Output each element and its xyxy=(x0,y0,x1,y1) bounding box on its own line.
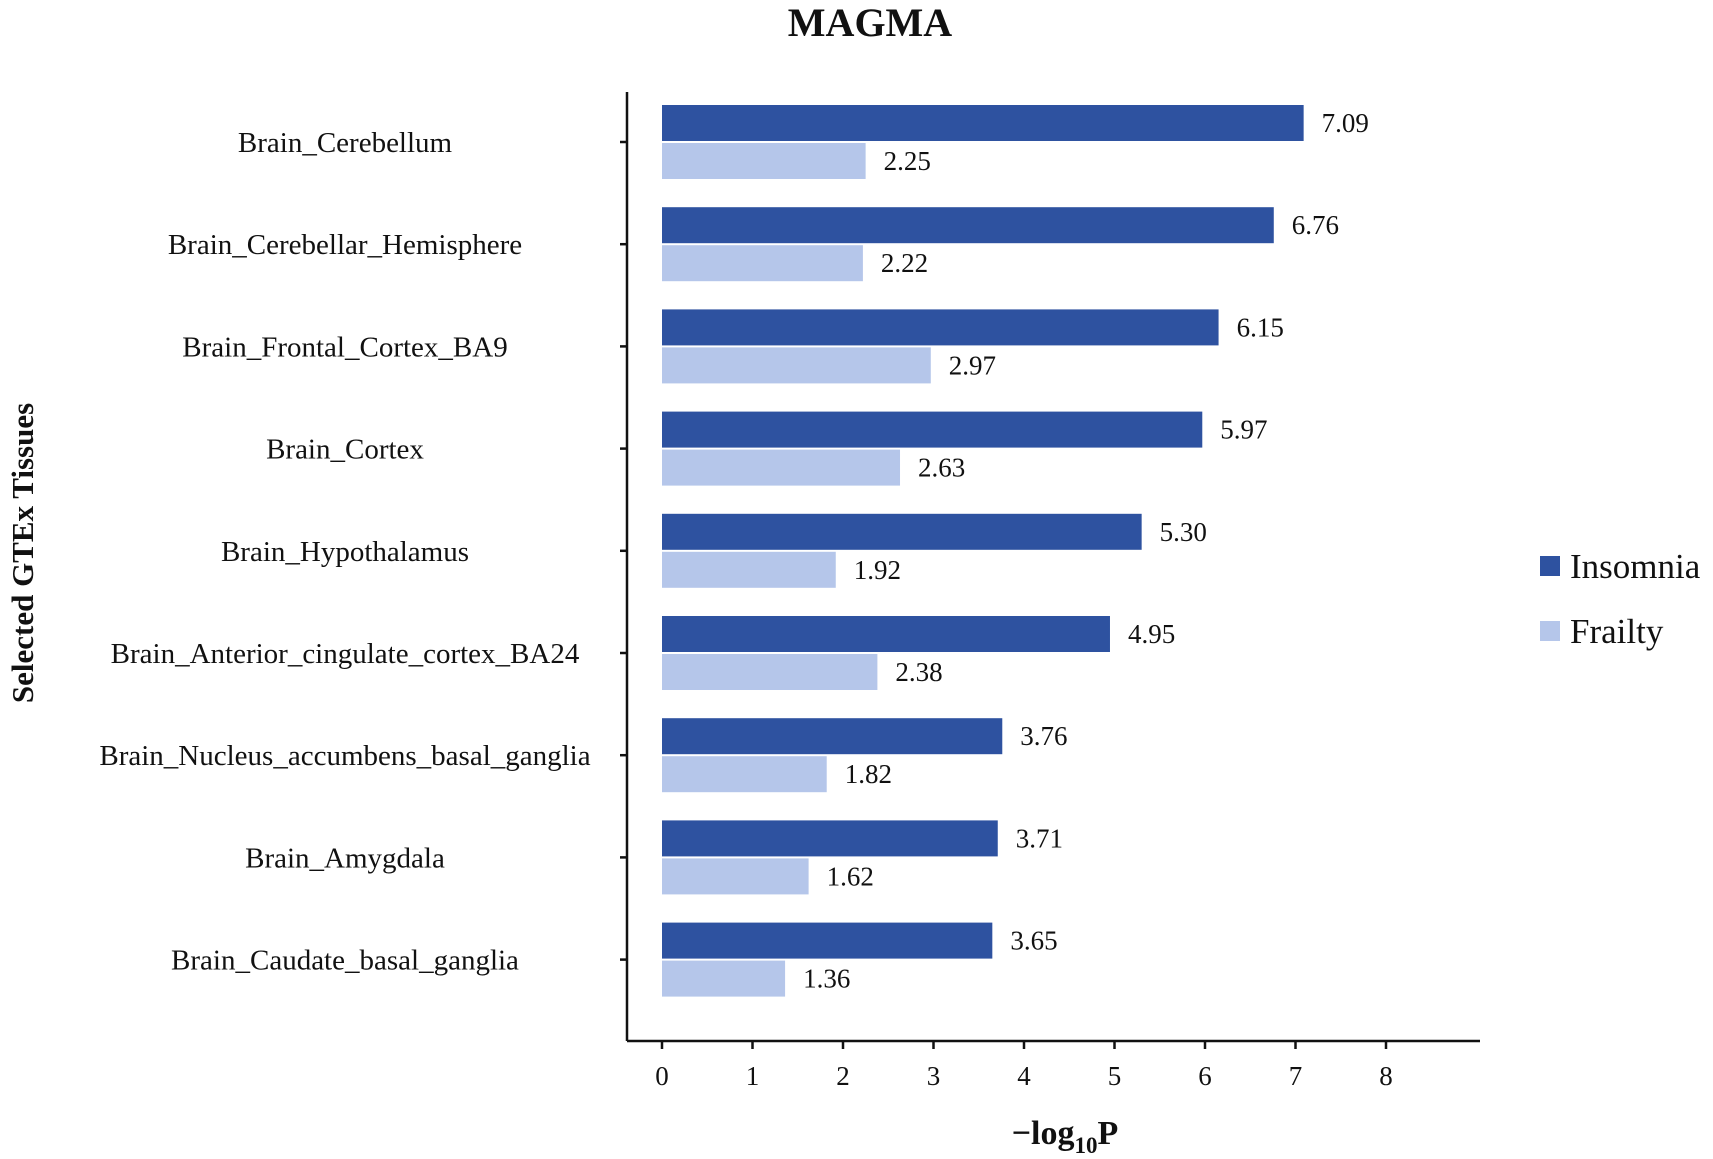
data-label-frailty: 2.63 xyxy=(918,453,965,483)
x-tick-label: 4 xyxy=(1017,1061,1031,1091)
data-label-insomnia: 4.95 xyxy=(1128,619,1175,649)
bar-frailty xyxy=(662,551,836,588)
y-tick-label: Brain_Frontal_Cortex_BA9 xyxy=(182,331,507,363)
x-tick-label: 3 xyxy=(927,1061,941,1091)
y-tick-label: Brain_Caudate_basal_ganglia xyxy=(171,945,519,977)
data-label-frailty: 2.97 xyxy=(949,350,996,380)
bar-frailty xyxy=(662,960,786,997)
bar-insomnia xyxy=(662,513,1142,550)
x-axis-label: −log10P xyxy=(1012,1115,1119,1158)
plot-area: 0 1 2 3 4 5 6 7 8 Brain_Cerebellum 7.09 2.25 Brain_C… xyxy=(99,92,1480,1091)
x-axis-label-subscript: 10 xyxy=(1075,1133,1098,1158)
data-label-frailty: 2.25 xyxy=(884,146,931,176)
y-tick-label: Brain_Cortex xyxy=(266,434,424,466)
x-tick-label: 5 xyxy=(1108,1061,1122,1091)
x-tick-label: 7 xyxy=(1289,1061,1303,1091)
data-label-insomnia: 6.15 xyxy=(1237,312,1284,342)
x-tick-label: 8 xyxy=(1379,1061,1393,1091)
x-tick-label: 6 xyxy=(1198,1061,1212,1091)
svg-text:−log10P: −log10P xyxy=(1012,1115,1119,1158)
bar-frailty xyxy=(662,449,901,486)
legend-label-frailty: Frailty xyxy=(1570,612,1664,651)
bar-insomnia xyxy=(662,922,993,959)
y-tick-label: Brain_Nucleus_accumbens_basal_ganglia xyxy=(99,740,590,772)
x-axis-label-tail: P xyxy=(1098,1115,1119,1152)
bar-insomnia xyxy=(662,616,1110,652)
x-tick-label: 2 xyxy=(836,1061,850,1091)
bar-frailty xyxy=(662,858,809,895)
data-label-insomnia: 3.71 xyxy=(1016,823,1063,853)
data-label-frailty: 1.62 xyxy=(827,861,874,891)
bar-frailty xyxy=(662,143,866,179)
y-tick-label: Brain_Cerebellar_Hemisphere xyxy=(168,229,522,261)
chart-title: MAGMA xyxy=(788,0,953,45)
data-label-insomnia: 3.76 xyxy=(1020,721,1067,751)
legend: Insomnia Frailty xyxy=(1540,547,1701,651)
data-label-frailty: 2.38 xyxy=(895,657,942,687)
bar-insomnia xyxy=(662,105,1304,141)
x-tick-label: 0 xyxy=(655,1061,669,1091)
bar-frailty xyxy=(662,654,878,690)
data-label-insomnia: 6.76 xyxy=(1292,210,1339,240)
bar-insomnia xyxy=(662,718,1003,755)
bar-frailty xyxy=(662,245,863,282)
x-tick-label: 1 xyxy=(746,1061,760,1091)
data-label-frailty: 2.22 xyxy=(881,248,928,278)
y-tick-label: Brain_Cerebellum xyxy=(238,127,453,159)
data-label-frailty: 1.92 xyxy=(854,555,901,585)
y-tick-label: Brain_Hypothalamus xyxy=(221,536,469,568)
data-label-insomnia: 5.30 xyxy=(1160,517,1207,547)
legend-swatch-insomnia xyxy=(1540,556,1560,576)
bar-frailty xyxy=(662,347,931,384)
y-tick-label: Brain_Anterior_cingulate_cortex_BA24 xyxy=(111,638,580,670)
legend-swatch-frailty xyxy=(1540,621,1560,641)
bar-insomnia xyxy=(662,309,1219,346)
bar-insomnia xyxy=(662,207,1274,244)
bar-insomnia xyxy=(662,820,998,857)
data-label-insomnia: 7.09 xyxy=(1322,108,1369,138)
data-label-frailty: 1.36 xyxy=(803,964,850,994)
bar-frailty xyxy=(662,756,827,793)
x-axis-label-main: −log xyxy=(1012,1115,1075,1152)
y-tick-label: Brain_Amygdala xyxy=(245,842,445,874)
bar-insomnia xyxy=(662,411,1203,448)
y-axis-label: Selected GTEx Tissues xyxy=(5,403,40,703)
data-label-frailty: 1.82 xyxy=(845,759,892,789)
data-label-insomnia: 3.65 xyxy=(1010,926,1057,956)
data-label-insomnia: 5.97 xyxy=(1220,415,1267,445)
legend-label-insomnia: Insomnia xyxy=(1570,547,1701,586)
